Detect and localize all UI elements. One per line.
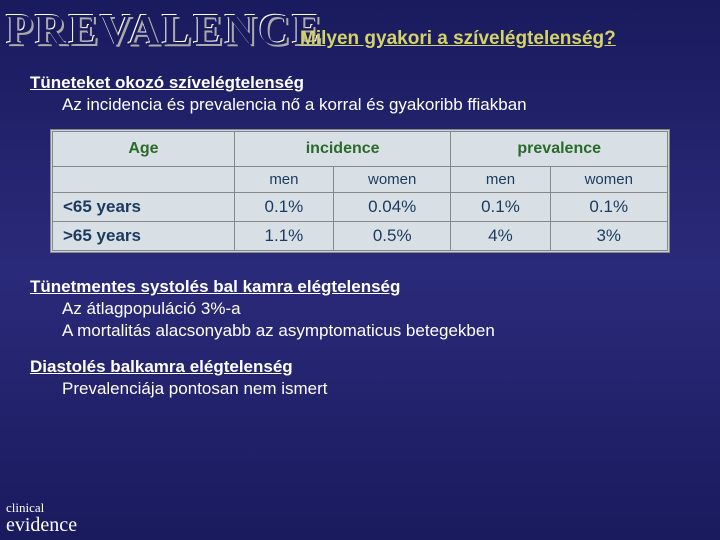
section1-line1: Az incidencia és prevalencia nő a korral… — [30, 95, 690, 115]
section3-line1: Prevalenciája pontosan nem ismert — [30, 379, 690, 399]
section1-heading: Tüneteket okozó szívelégtelenség — [30, 73, 690, 93]
cell: 0.1% — [234, 193, 333, 222]
th-men1: men — [234, 167, 333, 193]
subtitle: Milyen gyakori a szívelégtelenség? — [300, 28, 616, 50]
section2-line2: A mortalitás alacsonyabb az asymptomatic… — [30, 321, 690, 341]
table-row: <65 years 0.1% 0.04% 0.1% 0.1% — [53, 193, 668, 222]
prevalence-table: Age incidence prevalence men women men w… — [52, 131, 668, 251]
th-men2: men — [451, 167, 550, 193]
row2-label: >65 years — [53, 222, 235, 251]
footer-logo: clinical evidence — [6, 500, 77, 534]
th-blank — [53, 167, 235, 193]
th-women2: women — [550, 167, 668, 193]
footer-line2: evidence — [6, 516, 77, 534]
section2-heading: Tünetmentes systolés bal kamra elégtelen… — [30, 277, 690, 297]
cell: 0.1% — [451, 193, 550, 222]
th-age: Age — [53, 132, 235, 167]
cell: 0.1% — [550, 193, 668, 222]
cell: 0.5% — [333, 222, 450, 251]
cell: 4% — [451, 222, 550, 251]
row1-label: <65 years — [53, 193, 235, 222]
cell: 3% — [550, 222, 668, 251]
section3-heading: Diastolés balkamra elégtelenség — [30, 357, 690, 377]
section2-line1: Az átlagpopuláció 3%-a — [30, 299, 690, 319]
th-women1: women — [333, 167, 450, 193]
table-row: >65 years 1.1% 0.5% 4% 3% — [53, 222, 668, 251]
cell: 1.1% — [234, 222, 333, 251]
th-incidence: incidence — [234, 132, 451, 167]
th-prevalence: prevalence — [451, 132, 668, 167]
prevalence-table-wrap: Age incidence prevalence men women men w… — [50, 129, 670, 253]
cell: 0.04% — [333, 193, 450, 222]
content-area: Tüneteket okozó szívelégtelenség Az inci… — [0, 55, 720, 399]
